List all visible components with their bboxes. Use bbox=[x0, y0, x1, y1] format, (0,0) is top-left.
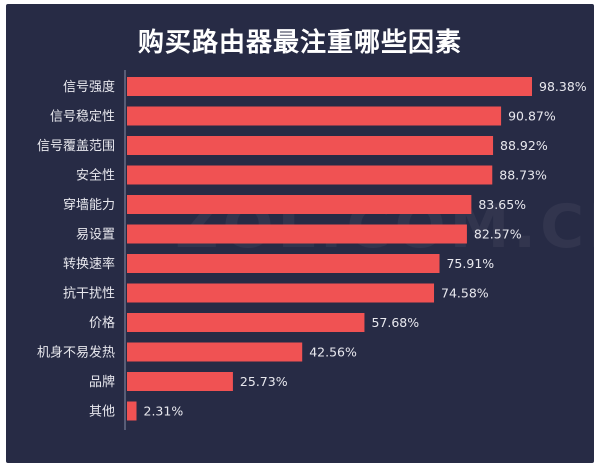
bar bbox=[127, 165, 493, 185]
bar bbox=[127, 106, 502, 126]
value-label: 57.68% bbox=[371, 315, 419, 330]
category-label: 安全性 bbox=[76, 168, 115, 184]
chart-title: 购买路由器最注重哪些因素 bbox=[137, 28, 462, 58]
bar bbox=[127, 342, 303, 362]
category-label: 其他 bbox=[89, 405, 115, 420]
value-label: 82.57% bbox=[474, 227, 522, 242]
category-label: 信号覆盖范围 bbox=[37, 139, 115, 154]
bar bbox=[127, 195, 472, 214]
category-label: 转换速率 bbox=[63, 256, 115, 272]
category-label: 品牌 bbox=[89, 374, 115, 390]
category-label: 机身不易发热 bbox=[37, 345, 115, 361]
value-label: 42.56% bbox=[309, 345, 357, 360]
bar bbox=[127, 136, 494, 155]
bars-layer: 信号强度 98.38% 信号稳定性 90.87% 信号覆盖范围 88.92% 安全性 88.7… bbox=[37, 77, 587, 421]
value-label: 75.91% bbox=[446, 256, 494, 271]
value-label: 88.92% bbox=[500, 138, 548, 153]
value-label: 90.87% bbox=[508, 109, 556, 124]
value-label: 74.58% bbox=[441, 286, 489, 301]
bar bbox=[127, 224, 467, 244]
bar bbox=[127, 254, 440, 273]
value-label: 83.65% bbox=[478, 197, 526, 212]
category-label: 易设置 bbox=[76, 228, 115, 243]
bar bbox=[127, 372, 233, 391]
category-label: 穿墙能力 bbox=[63, 197, 115, 213]
category-label: 信号强度 bbox=[63, 79, 115, 95]
category-label: 抗干扰性 bbox=[63, 287, 115, 302]
value-label: 25.73% bbox=[240, 374, 288, 389]
category-label: 价格 bbox=[89, 315, 115, 331]
value-label: 98.38% bbox=[539, 79, 587, 94]
bar bbox=[127, 283, 435, 303]
category-label: 信号稳定性 bbox=[50, 109, 115, 125]
value-label: 88.73% bbox=[499, 168, 547, 183]
bar bbox=[127, 77, 532, 96]
value-label: 2.31% bbox=[144, 404, 184, 419]
bar bbox=[127, 401, 137, 421]
bar bbox=[127, 313, 365, 332]
